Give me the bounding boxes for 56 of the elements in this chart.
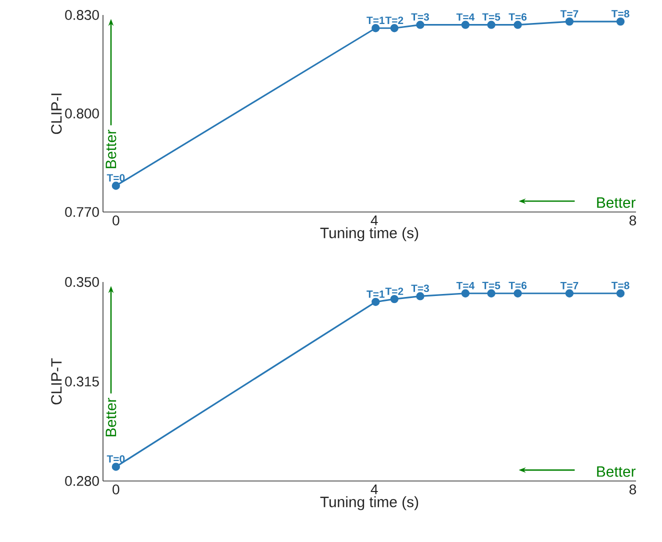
point (616, 289, 625, 298)
annotation: T=6 (508, 13, 527, 21)
y-tick-label: 0.830 (65, 10, 99, 20)
x-axis-title: Tuning time (s) (320, 496, 418, 510)
y-tick-label: 0.770 (65, 207, 99, 217)
annotation: Better (106, 130, 116, 168)
y-tick-label: 0.280 (65, 476, 99, 486)
annotation: Better (597, 197, 636, 208)
annotation: T=8 (611, 282, 630, 290)
x-tick-label: 8 (630, 484, 636, 494)
x-tick-label: 0 (112, 216, 120, 226)
point (390, 294, 398, 304)
annotation: T=8 (611, 10, 630, 18)
annotation: T=1 (366, 290, 384, 298)
annotation: T=2 (385, 288, 404, 295)
annotation: T=7 (560, 10, 578, 18)
annotation: T=5 (482, 13, 500, 21)
annotation: T=1 (366, 16, 384, 24)
x-tick-label: 8 (630, 216, 636, 226)
point (565, 17, 574, 26)
x-tick-label: 4 (370, 216, 378, 226)
annotation: Better (597, 466, 636, 477)
annotation: T=2 (385, 16, 404, 24)
point (390, 24, 398, 32)
point (461, 289, 470, 298)
point (372, 24, 380, 32)
y-tick-label: 0.350 (65, 277, 99, 287)
x-axis-title: Tuning time (s) (320, 227, 418, 242)
annotation: T=3 (411, 284, 429, 292)
annotation: T=4 (456, 13, 475, 21)
point (416, 20, 424, 29)
point (514, 20, 522, 29)
point (112, 182, 120, 190)
x-tick-label: 4 (370, 484, 378, 494)
annotation: T=6 (508, 282, 527, 290)
point (487, 20, 496, 29)
point (487, 289, 496, 298)
annotation: Better (106, 398, 116, 436)
annotation: T=0 (106, 174, 125, 182)
y-tick-label: 0.315 (65, 376, 99, 386)
y-tick-label: 0.800 (65, 108, 99, 118)
annotation: T=0 (106, 455, 125, 463)
point (416, 292, 424, 300)
x-tick-label: 0 (112, 484, 120, 494)
point (514, 289, 522, 298)
point (461, 20, 470, 29)
point (372, 298, 380, 306)
annotation: T=5 (482, 282, 500, 290)
annotation: T=7 (560, 282, 578, 290)
y-axis-title: CLIP-T (51, 358, 62, 404)
annotation: T=4 (456, 282, 475, 290)
point (616, 17, 625, 26)
y-axis-title: CLIP-I (51, 94, 62, 134)
point (565, 289, 574, 298)
point (112, 462, 120, 471)
annotation: T=3 (411, 13, 429, 21)
